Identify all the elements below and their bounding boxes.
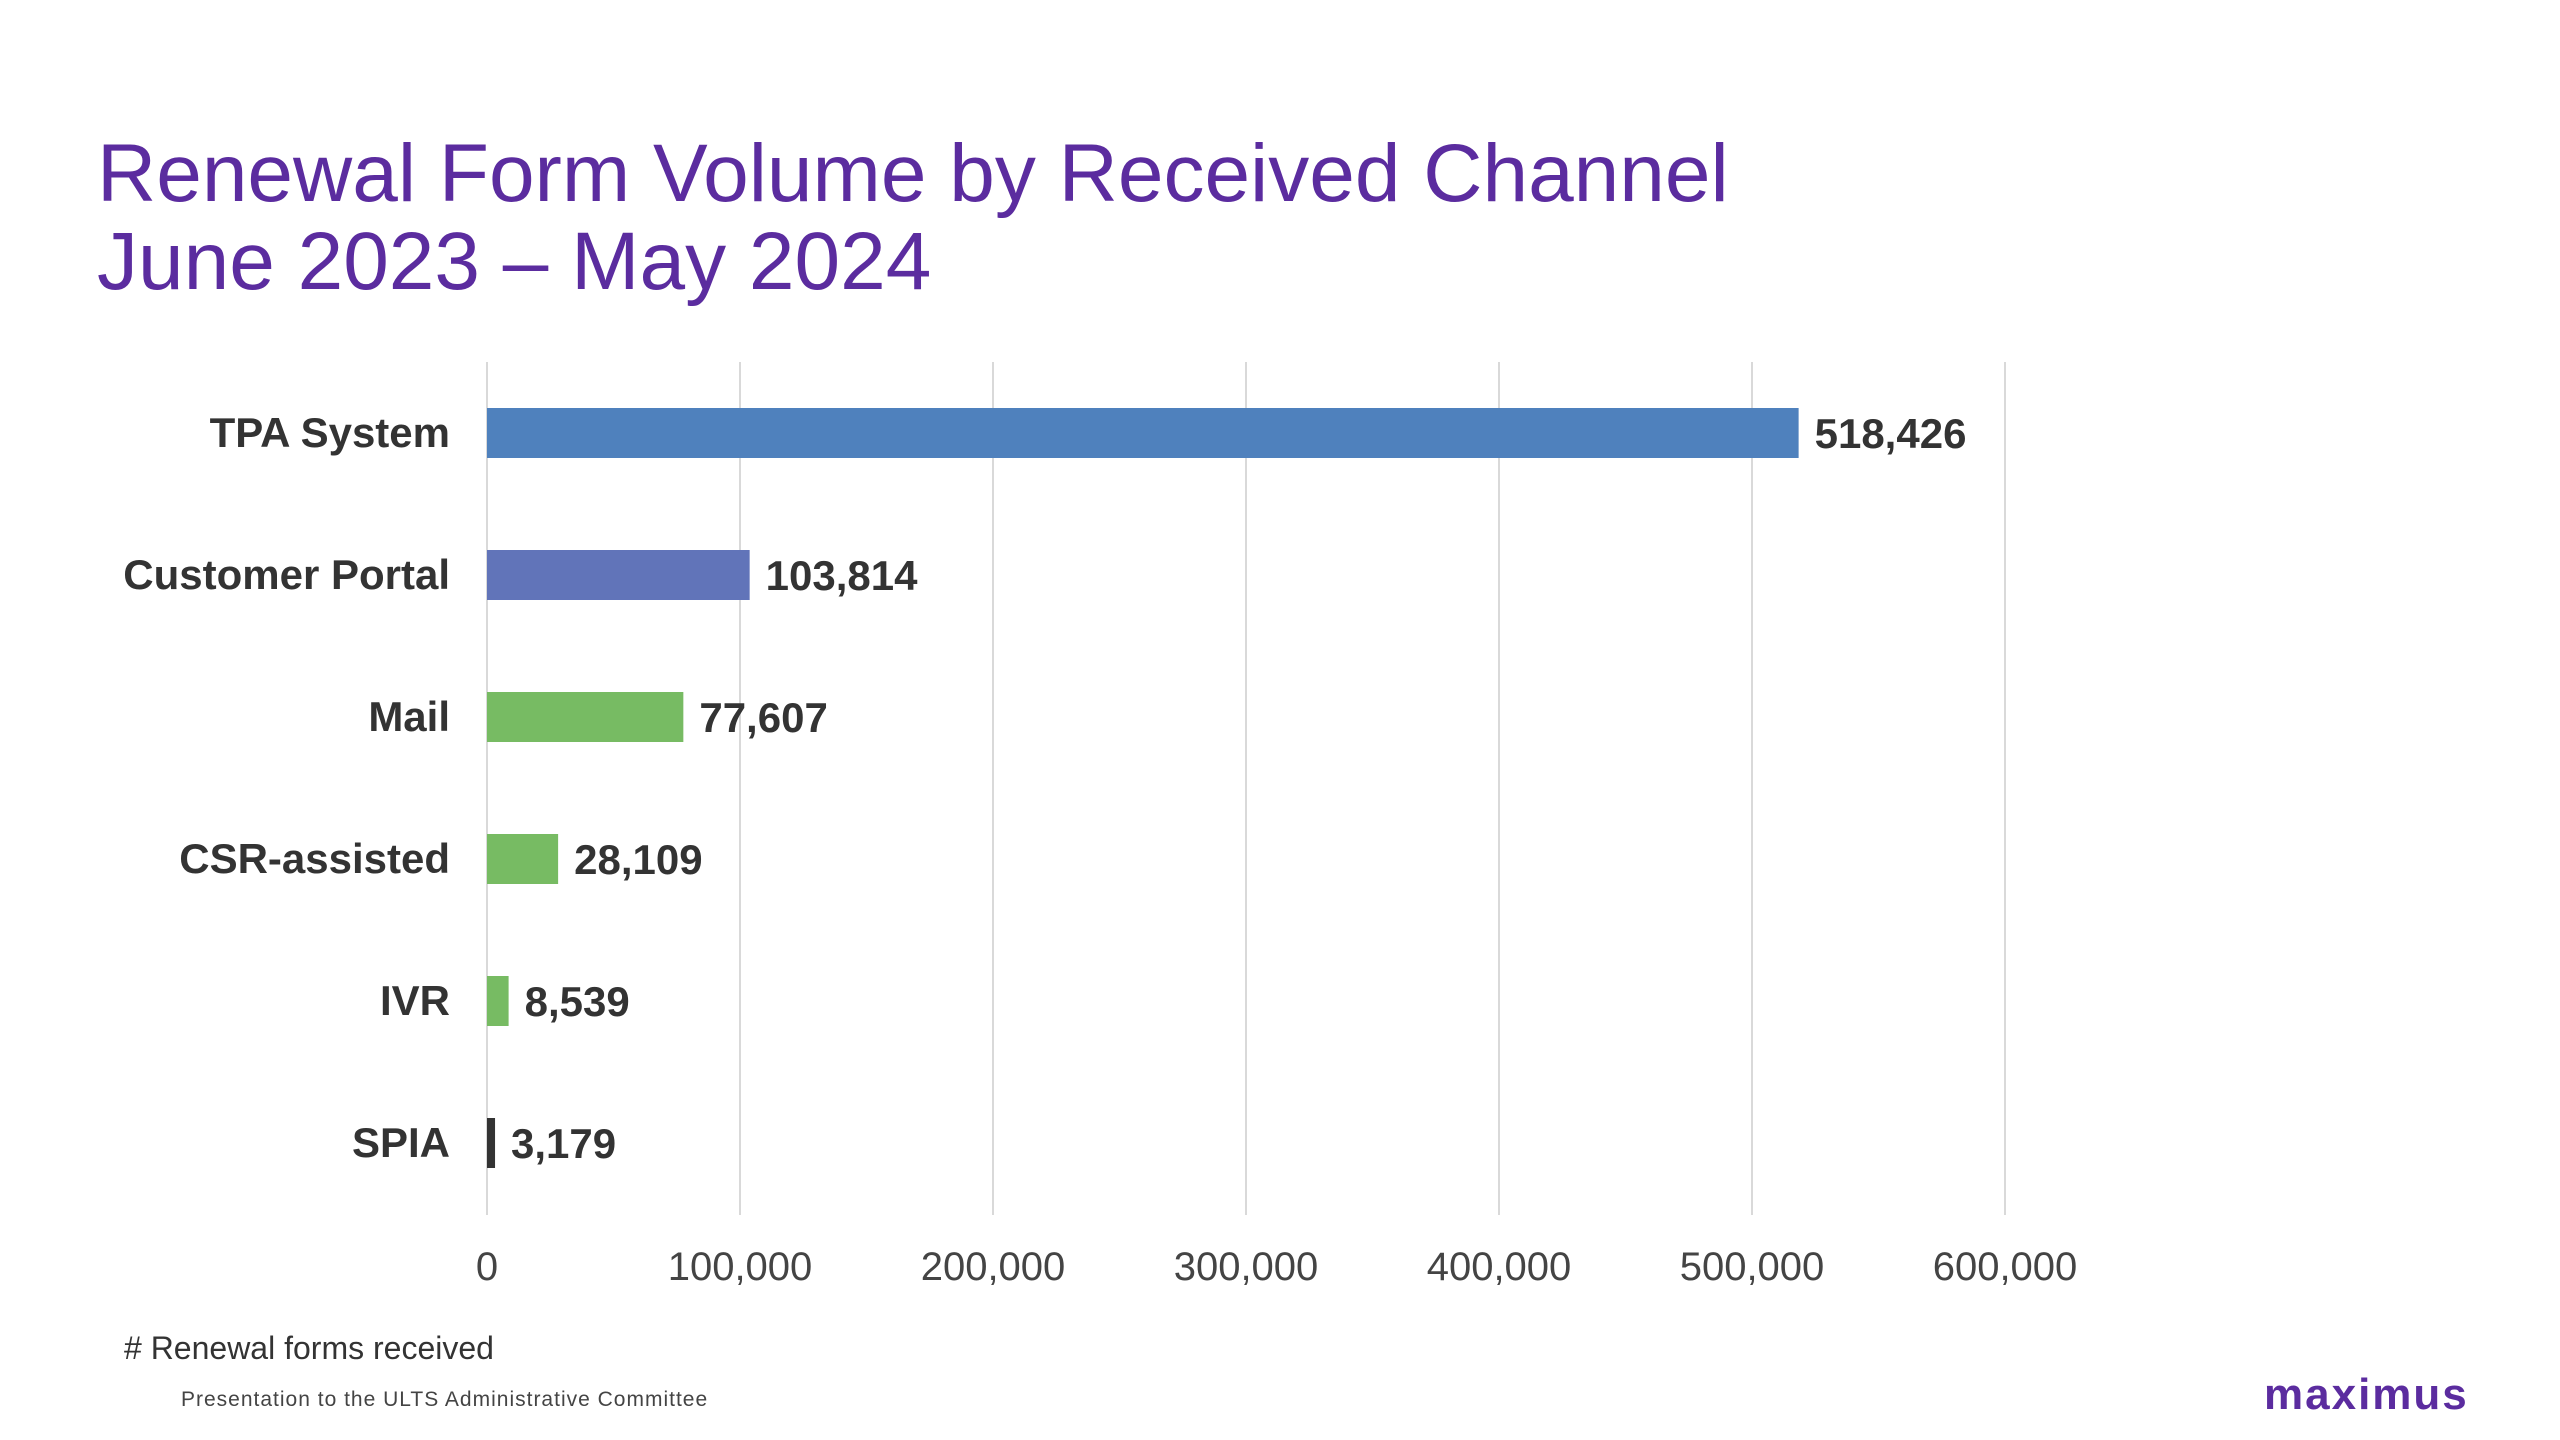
x-axis-tick-labels: 0 100,000 200,000 300,000 400,000 500,000 600,… — [476, 1245, 2077, 1289]
x-tick-label: 600,000 — [1933, 1245, 2078, 1289]
x-axis-label: # Renewal forms received — [124, 1330, 494, 1366]
x-tick-label: 500,000 — [1680, 1245, 1825, 1289]
presentation-footer: Presentation to the ULTS Administrative … — [181, 1388, 709, 1411]
slide-title: Renewal Form Volume by Received Channel … — [97, 130, 1729, 306]
bar-tpa-system — [487, 408, 1799, 458]
value-label: 518,426 — [1815, 410, 1967, 457]
category-labels: TPA System Customer Portal Mail CSR-assiste… — [123, 409, 450, 1166]
x-tick-label: 300,000 — [1174, 1245, 1319, 1289]
category-label: IVR — [380, 977, 450, 1024]
bar-spia — [487, 1118, 496, 1168]
category-label: SPIA — [352, 1119, 450, 1166]
value-label: 3,179 — [511, 1120, 616, 1167]
x-tick-label: 400,000 — [1427, 1245, 1572, 1289]
slide-title-line1: Renewal Form Volume by Received Channel — [97, 128, 1729, 219]
bar-mail — [487, 692, 684, 742]
category-label: TPA System — [210, 409, 450, 456]
x-tick-label: 200,000 — [921, 1245, 1066, 1289]
slide-title-line2: June 2023 – May 2024 — [97, 216, 932, 307]
category-label: Mail — [368, 693, 450, 740]
bar-ivr — [487, 976, 509, 1026]
bar-csr-assisted — [487, 834, 559, 884]
value-label: 77,607 — [699, 694, 827, 741]
value-labels: 518,426 103,814 77,607 28,109 8,539 3,179 — [511, 410, 1966, 1167]
bar-chart: TPA System Customer Portal Mail CSR-assiste… — [123, 362, 2077, 1289]
value-label: 28,109 — [574, 836, 702, 883]
brand-logo: maximus — [2264, 1370, 2469, 1419]
value-label: 103,814 — [766, 552, 918, 599]
gridlines — [486, 362, 2006, 1215]
bars — [487, 408, 1799, 1168]
value-label: 8,539 — [525, 978, 630, 1025]
category-label: CSR-assisted — [179, 835, 450, 882]
category-label: Customer Portal — [123, 551, 450, 598]
bar-customer-portal — [487, 550, 750, 600]
x-tick-label: 0 — [476, 1245, 498, 1289]
x-tick-label: 100,000 — [668, 1245, 813, 1289]
